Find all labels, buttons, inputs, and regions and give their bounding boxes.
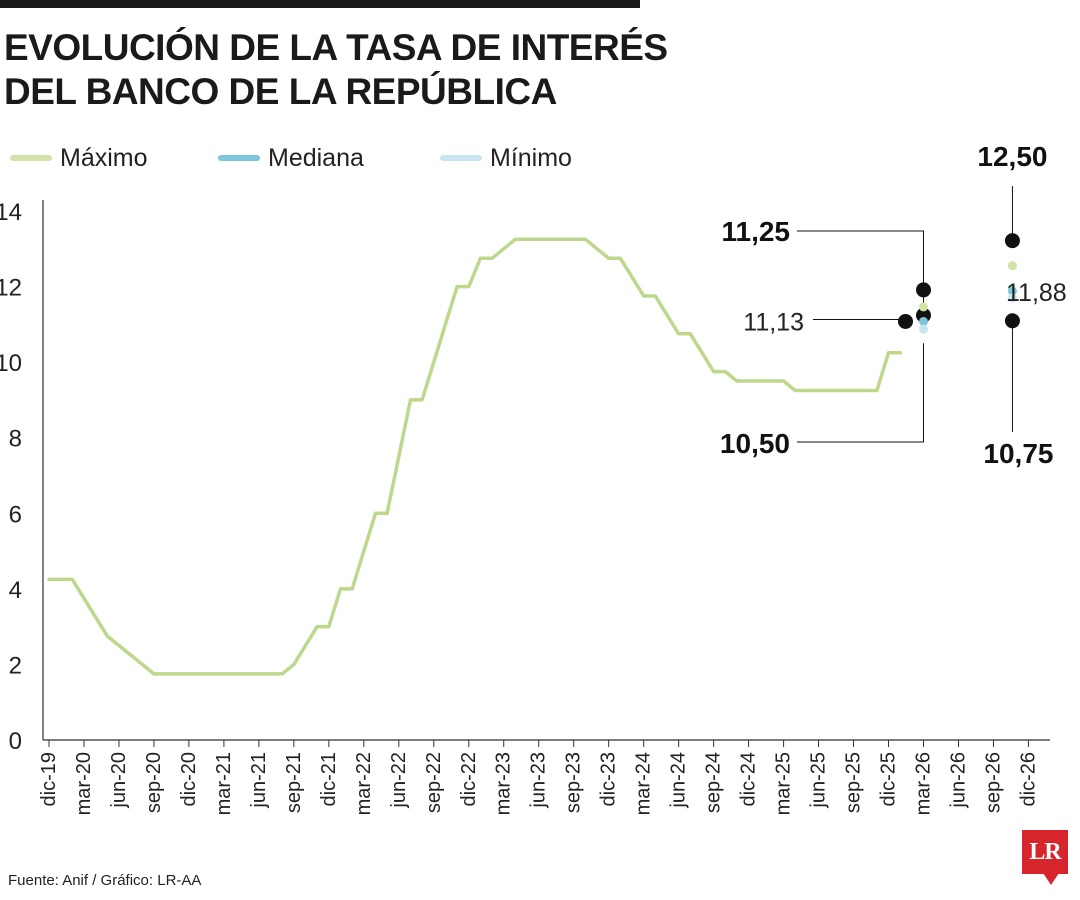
x-tick-label: mar-26 <box>913 752 935 815</box>
dot-min-mar26 <box>919 324 928 334</box>
x-tick-label: sep-24 <box>703 752 725 813</box>
legend-swatch-mediana <box>218 155 260 161</box>
y-tick-label: 2 <box>9 652 22 679</box>
title-line-2: DEL BANCO DE LA REPÚBLICA <box>4 71 557 112</box>
source-footer: Fuente: Anif / Gráfico: LR-AA <box>8 872 202 889</box>
x-tick-label: sep-20 <box>143 752 165 813</box>
dot-max-dic26 <box>1007 261 1017 271</box>
x-tick-label: mar-25 <box>773 752 795 815</box>
legend-label-minimo: Mínimo <box>490 143 572 172</box>
marker-min-dic26 <box>1004 313 1020 329</box>
x-tick-label: sep-22 <box>423 752 445 813</box>
label-max-mar26: 11,25 <box>721 216 790 247</box>
legend-label-mediana: Mediana <box>268 143 364 172</box>
x-tick-label: jun-26 <box>947 752 969 809</box>
label-median-dic26: 11,88 <box>1006 279 1067 307</box>
dot-max-mar26 <box>919 302 928 312</box>
legend-item-minimo: Mínimo <box>440 140 572 176</box>
lr-logo-tail <box>1043 873 1059 885</box>
legend-item-maximo: Máximo <box>10 140 148 176</box>
legend-label-maximo: Máximo <box>60 143 148 172</box>
x-tick-label: dic-26 <box>1017 752 1039 806</box>
x-tick-label: dic-25 <box>878 752 900 806</box>
legend-swatch-minimo <box>440 155 482 161</box>
title-line-1: EVOLUCIÓN DE LA TASA DE INTERÉS <box>4 27 668 68</box>
x-tick-label: jun-21 <box>248 752 270 809</box>
y-tick-label: 14 <box>0 199 22 226</box>
x-tick-label: sep-21 <box>283 752 305 813</box>
chart-title: EVOLUCIÓN DE LA TASA DE INTERÉS DEL BANC… <box>4 26 704 114</box>
x-tick-label: dic-24 <box>738 752 760 806</box>
x-tick-label: mar-23 <box>493 752 515 815</box>
x-tick-label: dic-20 <box>178 752 200 806</box>
x-tick-label: jun-25 <box>808 752 830 809</box>
y-tick-label: 6 <box>9 501 22 528</box>
lr-logo: LR <box>1022 830 1068 874</box>
leader-line-max-mar26 <box>797 230 924 315</box>
x-tick-label: dic-19 <box>38 752 60 806</box>
dot-median-mar26 <box>919 316 928 326</box>
x-tick-label: jun-22 <box>388 752 410 809</box>
x-tick-label: sep-23 <box>563 752 585 813</box>
dot-median-dic26 <box>1007 286 1017 296</box>
x-tick-label: dic-23 <box>598 752 620 806</box>
leader-line-min-mar26 <box>797 343 924 443</box>
label-min-dic26: 10,75 <box>983 438 1053 469</box>
x-tick-label: sep-25 <box>843 752 865 813</box>
top-rule <box>0 0 640 8</box>
x-tick-label: mar-21 <box>213 752 235 815</box>
y-tick-label: 4 <box>9 577 22 604</box>
x-tick-label: dic-22 <box>458 752 480 806</box>
y-tick-label: 12 <box>0 275 22 302</box>
y-tick-label: 10 <box>0 350 22 377</box>
legend-item-mediana: Mediana <box>218 140 364 176</box>
x-tick-label: dic-21 <box>318 752 340 806</box>
label-max-dic26: 12,50 <box>977 141 1047 172</box>
label-min-mar26: 10,50 <box>720 428 790 459</box>
x-tick-label: mar-20 <box>73 752 95 815</box>
y-tick-label: 0 <box>9 728 22 755</box>
legend-swatch-maximo <box>10 155 52 161</box>
x-tick-label: jun-24 <box>668 752 690 809</box>
marker-max-dic26 <box>1004 233 1020 249</box>
x-tick-label: mar-22 <box>353 752 375 815</box>
x-tick-label: mar-24 <box>633 752 655 815</box>
x-tick-label: jun-23 <box>528 752 550 809</box>
marker-median-mar26 <box>898 313 913 329</box>
x-tick-label: jun-20 <box>108 752 130 809</box>
y-tick-label: 8 <box>9 426 22 453</box>
label-median-mar26: 11,13 <box>743 308 804 336</box>
marker-max-mar26 <box>916 282 931 298</box>
legend: Máximo Mediana Mínimo <box>10 140 630 176</box>
dot-min-dic26 <box>1007 293 1017 303</box>
series-line <box>47 237 902 676</box>
x-tick-label: sep-26 <box>982 752 1004 813</box>
